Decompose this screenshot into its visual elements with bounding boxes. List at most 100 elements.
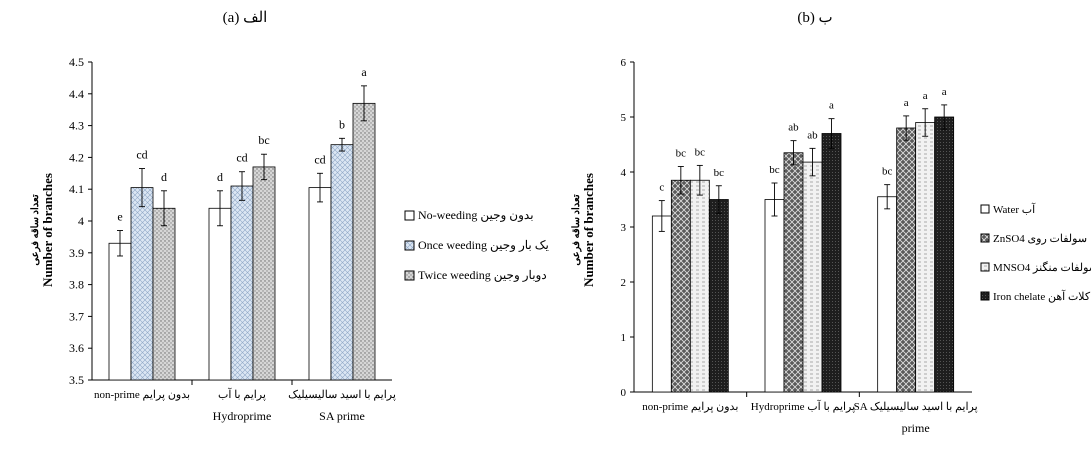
- chart-a-ylabel-fa: تعداد ساقه فرعی: [30, 194, 41, 265]
- y-tick-label: 4.1: [69, 182, 84, 196]
- significance-letter: bc: [676, 148, 687, 160]
- bar: [802, 161, 823, 393]
- significance-letter: bc: [258, 133, 269, 147]
- bar: [877, 196, 898, 393]
- y-tick-label: 4: [621, 167, 627, 179]
- bar: [330, 144, 354, 381]
- chart-b-legend: Water آب ZnSO4 سولفات روی MNSO4 سولفات م…: [980, 203, 1091, 303]
- significance-letter: ab: [807, 129, 818, 141]
- bar: [783, 152, 804, 393]
- significance-letter: c: [659, 182, 664, 194]
- chart-a: الف (a) تعداد ساقه فرعی Number of branch…: [30, 10, 549, 423]
- legend-label: ZnSO4 سولفات روی: [993, 233, 1087, 245]
- significance-letter: b: [339, 117, 345, 131]
- legend-item: Once weeding یک بار وجین: [404, 238, 549, 252]
- y-tick-label: 4.2: [69, 150, 84, 164]
- y-tick-label: 6: [621, 57, 627, 69]
- chart-a-x-ticks: [191, 380, 293, 385]
- bar: [670, 179, 691, 393]
- bar: [108, 242, 132, 381]
- chart-a-legend: No-weeding بدون وجین Once weeding یک بار…: [404, 208, 549, 282]
- chart-b: ب (b) تعداد ساقه فرعی Number of branches…: [571, 10, 1091, 435]
- chart-b-category-labels: non-prime بدون پرایم Hydroprime پرایم با …: [642, 400, 977, 435]
- category-label: پرایم با آب: [218, 388, 266, 401]
- chart-b-title: ب (b): [797, 10, 832, 26]
- legend-item: Water آب: [980, 203, 1036, 216]
- legend-item: MNSO4 سولفات منگنز: [980, 261, 1091, 274]
- chart-a-category-labels: non-prime بدون پرایم پرایم با آب Hydroprim…: [94, 388, 396, 423]
- significance-letter: a: [361, 65, 367, 79]
- chart-b-y-ticks: 0 1 2 3 4 5 6: [621, 57, 634, 399]
- bar: [352, 102, 376, 381]
- bar-group: d: [152, 170, 176, 381]
- chart-b-x-ticks: [746, 392, 860, 397]
- chart-b-ylabel-fa: تعداد ساقه فرعی: [571, 194, 582, 265]
- significance-letter: a: [923, 90, 928, 102]
- legend-swatch: [980, 204, 990, 214]
- bar-group: cd: [308, 152, 332, 381]
- y-tick-label: 4.4: [69, 87, 84, 101]
- y-tick-label: 3.6: [69, 341, 84, 355]
- bar-group: d: [208, 170, 232, 381]
- legend-label: No-weeding بدون وجین: [418, 208, 534, 222]
- significance-letter: d: [217, 170, 223, 184]
- legend-label: MNSO4 سولفات منگنز: [993, 261, 1091, 274]
- y-tick-label: 1: [621, 332, 627, 344]
- y-tick-label: 4.3: [69, 119, 84, 133]
- bar-group: a: [352, 65, 376, 381]
- bar-group: cd: [230, 151, 254, 381]
- bar-group: bc: [689, 146, 710, 393]
- significance-letter: e: [117, 210, 122, 224]
- legend-item: Iron chelate کلات آهن: [980, 290, 1091, 303]
- significance-letter: a: [942, 86, 947, 98]
- category-label: non-prime بدون پرایم: [94, 389, 190, 401]
- category-label-line2: Hydroprime: [213, 409, 272, 423]
- bar-group: a: [821, 100, 842, 393]
- legend-swatch: [980, 262, 990, 272]
- bar-group: bc: [764, 164, 785, 393]
- significance-letter: bc: [769, 164, 780, 176]
- significance-letter: bc: [714, 167, 725, 179]
- bar: [821, 133, 842, 393]
- chart-a-y-ticks: 3.5 3.6 3.7 3.8 3.9 4 4.1 4.2 4.3 4.4 4.5: [69, 55, 92, 387]
- bar-group: a: [934, 86, 955, 393]
- legend-item: No-weeding بدون وجین: [404, 208, 534, 222]
- bar-group: c: [651, 182, 672, 393]
- bar-group: ab: [783, 122, 804, 393]
- significance-letter: cd: [314, 152, 325, 166]
- category-label: پرایم با اسید سالیسیلیک: [288, 389, 396, 401]
- chart-a-ylabel: Number of branches: [40, 173, 55, 287]
- significance-letter: ab: [788, 122, 799, 134]
- bar: [208, 207, 232, 381]
- bar-group: b: [330, 117, 354, 381]
- category-label-line2: prime: [902, 421, 930, 435]
- bar-group: bc: [708, 167, 729, 393]
- chart-a-title: الف (a): [223, 10, 268, 26]
- bar: [915, 122, 936, 393]
- bar-group: bc: [877, 166, 898, 393]
- category-label-line2: SA prime: [319, 409, 365, 423]
- bar-group: cd: [130, 148, 154, 381]
- y-tick-label: 5: [621, 112, 627, 124]
- bar-group: a: [896, 97, 917, 393]
- bar: [764, 199, 785, 393]
- legend-swatch: [980, 233, 990, 243]
- significance-letter: a: [904, 97, 909, 109]
- significance-letter: d: [161, 170, 167, 184]
- y-tick-label: 2: [621, 277, 627, 289]
- bar: [651, 215, 672, 393]
- bar-group: ab: [802, 129, 823, 393]
- bar: [252, 166, 276, 381]
- legend-swatch: [404, 240, 415, 251]
- significance-letter: cd: [136, 148, 147, 162]
- y-tick-label: 0: [621, 387, 627, 399]
- bar: [934, 116, 955, 393]
- bar: [152, 207, 176, 381]
- y-tick-label: 4: [78, 214, 84, 228]
- legend-label: Water آب: [993, 203, 1036, 216]
- bar-group: e: [108, 210, 132, 381]
- y-tick-label: 3.5: [69, 373, 84, 387]
